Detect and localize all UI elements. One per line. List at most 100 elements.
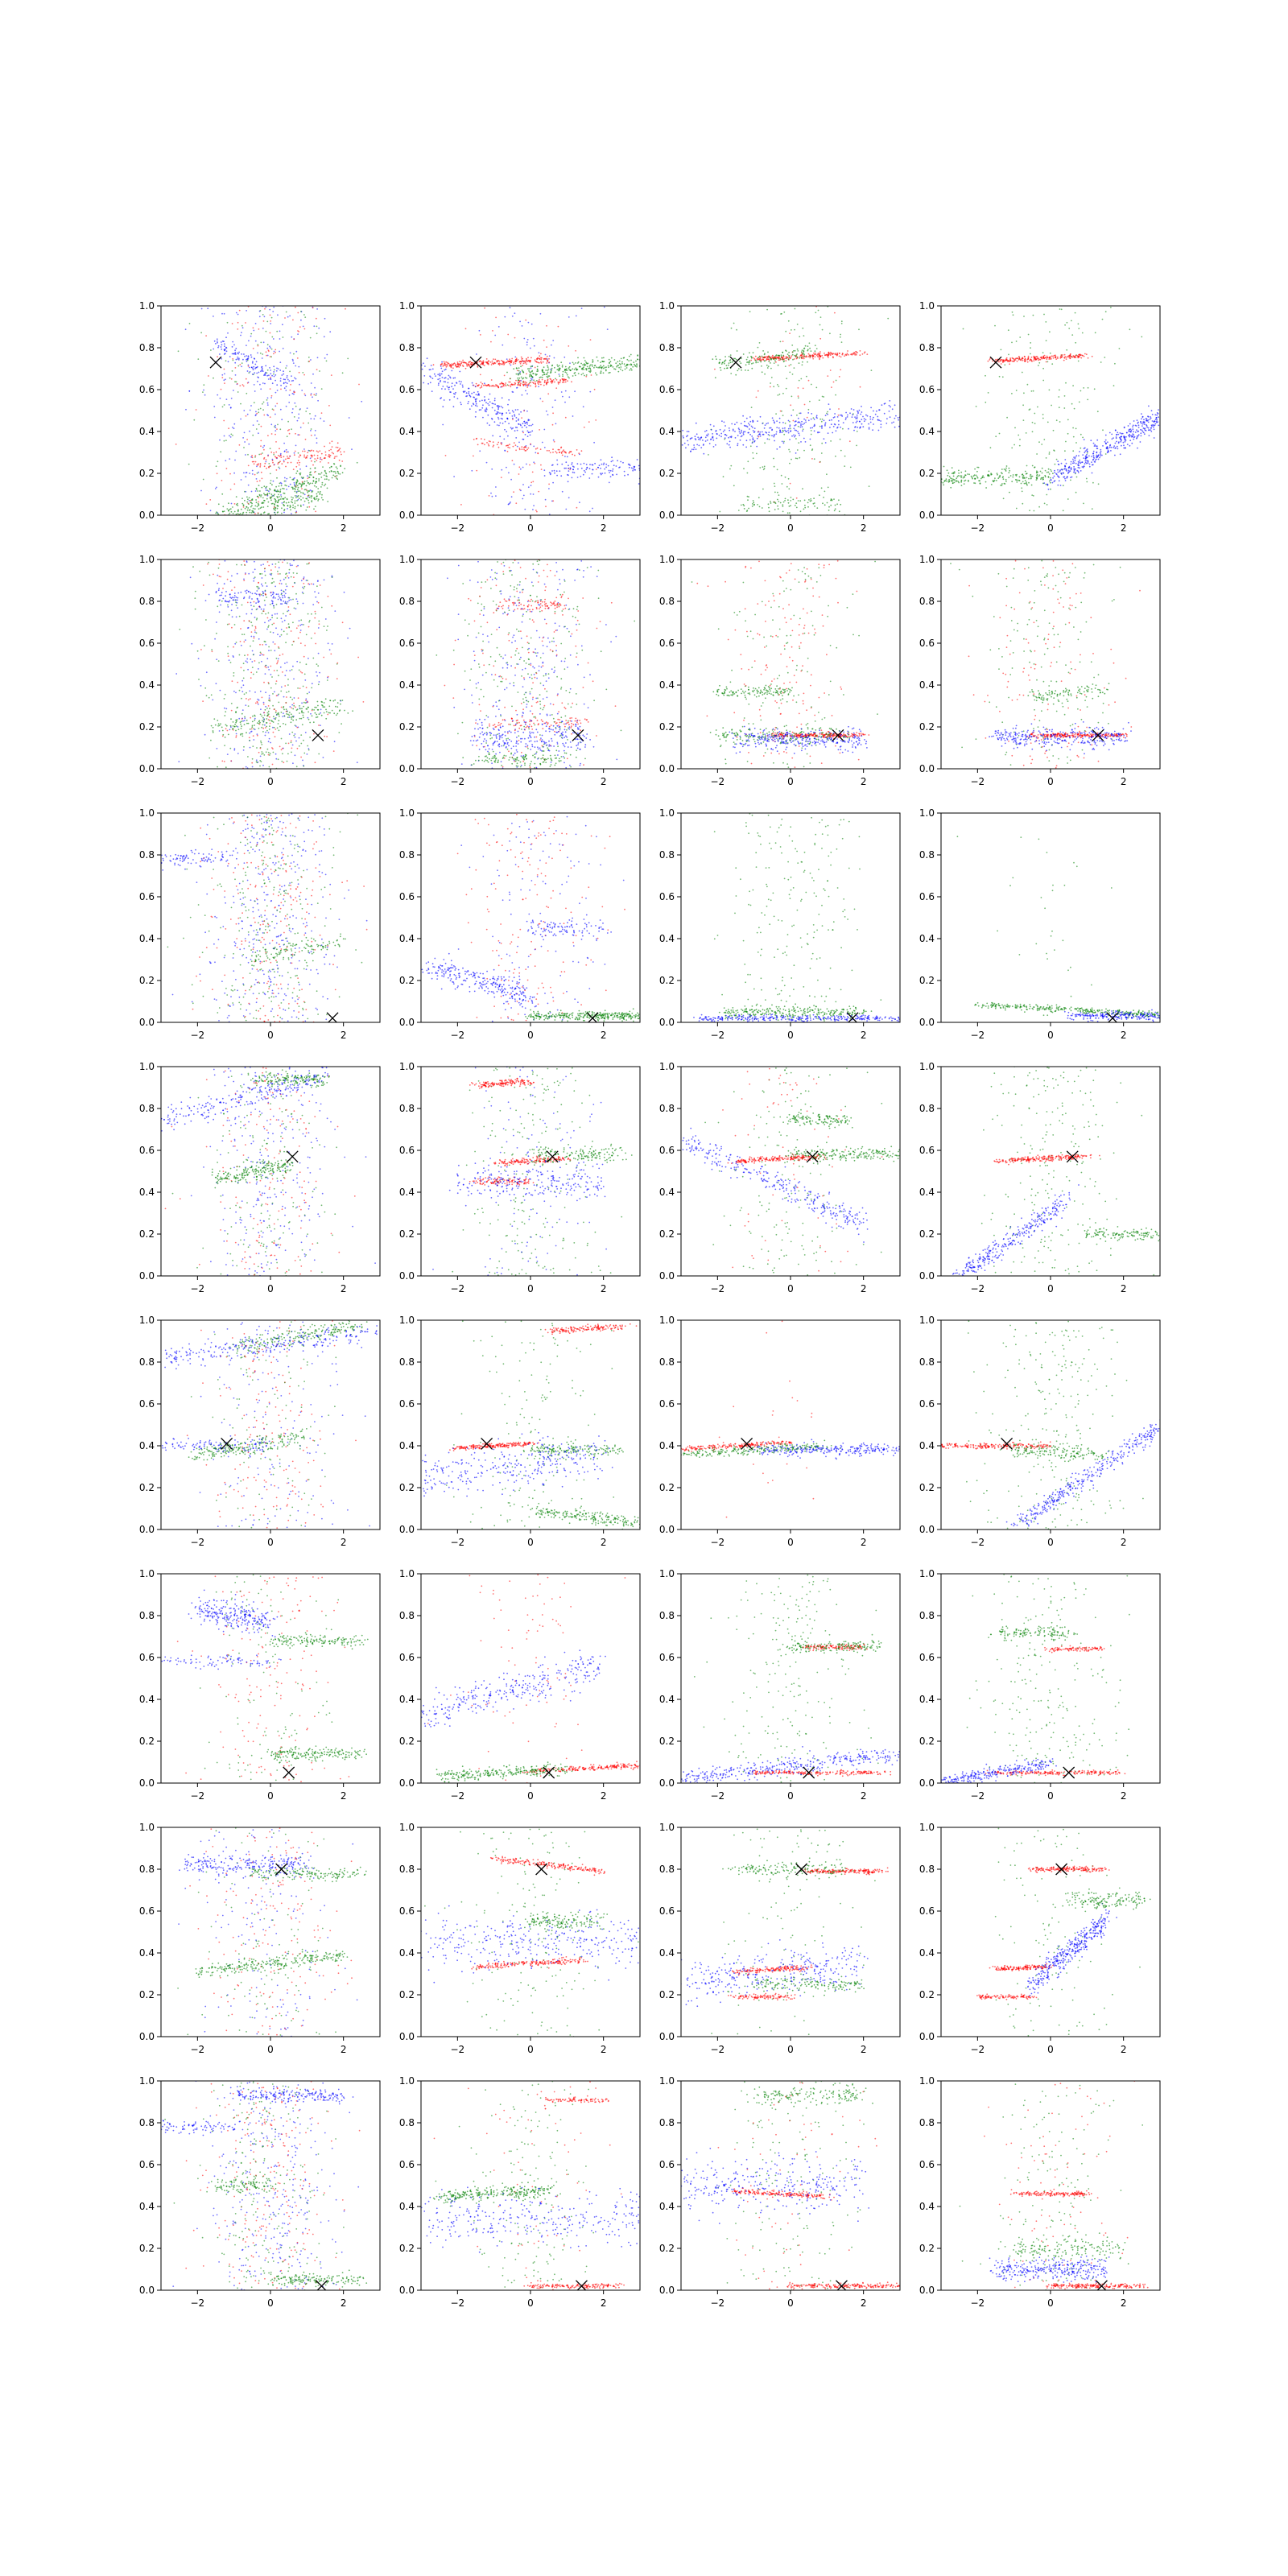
scatter-point: [678, 438, 679, 440]
scatter-point: [870, 407, 872, 409]
scatter-point: [1082, 354, 1084, 357]
scatter-point: [630, 363, 632, 365]
scatter-point: [691, 437, 693, 439]
scatter-point: [480, 409, 482, 411]
scatter-point: [216, 511, 217, 513]
y-tick-label: 1.0: [919, 300, 935, 312]
scatter-point: [518, 374, 519, 376]
scatter-point: [1137, 447, 1138, 449]
scatter-point: [1125, 436, 1127, 438]
scatter-point: [521, 448, 523, 450]
scatter-point: [832, 353, 835, 355]
scatter-point: [291, 336, 293, 338]
scatter-point: [519, 384, 521, 386]
scatter-point: [306, 455, 308, 457]
scatter-point: [299, 434, 300, 436]
scatter-point: [523, 337, 526, 340]
scatter-point: [460, 402, 461, 403]
scatter-point: [622, 357, 625, 359]
scatter-point: [270, 348, 273, 350]
scatter-point: [493, 398, 496, 399]
scatter-point: [560, 447, 562, 449]
scatter-point: [819, 494, 820, 497]
scatter-point: [770, 377, 773, 378]
scatter-point: [590, 374, 592, 376]
scatter-point: [1020, 482, 1022, 485]
scatter-point: [490, 364, 493, 365]
scatter-point: [576, 463, 579, 465]
scatter-point: [831, 386, 832, 388]
scatter-point: [245, 766, 247, 768]
scatter-point: [431, 390, 433, 392]
scatter-point: [1022, 474, 1025, 477]
scatter-point: [240, 402, 242, 405]
scatter-point: [584, 360, 586, 361]
scatter-point: [268, 650, 270, 652]
scatter-point: [509, 358, 510, 361]
scatter-point: [788, 356, 791, 358]
scatter-point: [294, 450, 296, 452]
scatter-point: [604, 366, 606, 369]
scatter-point: [539, 398, 542, 400]
scatter-point: [261, 369, 263, 371]
scatter-point: [755, 396, 758, 398]
scatter-point: [1049, 352, 1051, 354]
scatter-point: [591, 364, 593, 366]
scatter-point: [819, 358, 820, 361]
scatter-point: [943, 480, 946, 482]
scatter-point: [300, 477, 303, 478]
scatter-point: [240, 508, 242, 510]
scatter-point: [484, 384, 486, 386]
scatter-point: [541, 378, 543, 381]
scatter-point: [233, 423, 236, 425]
scatter-point: [1140, 432, 1142, 435]
scatter-point: [550, 381, 551, 383]
scatter-point: [799, 500, 802, 502]
scatter-point: [442, 386, 444, 387]
scatter-point: [500, 417, 502, 419]
scatter-point: [289, 563, 291, 565]
scatter-point: [551, 464, 553, 466]
scatter-point: [1148, 435, 1150, 436]
scatter-point: [514, 427, 517, 428]
scatter-point: [329, 454, 332, 456]
scatter-point: [1150, 410, 1153, 412]
scatter-point: [310, 495, 312, 497]
scatter-point: [1040, 357, 1042, 359]
scatter-point: [225, 350, 228, 353]
scatter-point: [471, 382, 473, 384]
scatter-point: [516, 386, 518, 389]
scatter-point: [285, 386, 287, 388]
scatter-point: [824, 490, 826, 493]
scatter-point: [775, 413, 777, 415]
scatter-point: [530, 385, 531, 387]
scatter-point: [557, 365, 559, 368]
scatter-point: [238, 309, 241, 312]
scatter-point: [1026, 383, 1029, 386]
scatter-point: [792, 498, 795, 501]
scatter-point: [839, 438, 841, 440]
scatter-point: [1075, 442, 1077, 444]
scatter-point: [752, 421, 754, 423]
scatter-point: [253, 384, 255, 386]
scatter-point: [529, 434, 531, 436]
scatter-point: [531, 423, 534, 426]
scatter-point: [291, 380, 293, 382]
scatter-point: [762, 358, 764, 361]
scatter-point: [283, 387, 286, 390]
scatter-point: [321, 493, 323, 496]
scatter-point: [589, 367, 592, 369]
scatter-point: [1150, 431, 1153, 432]
scatter-point: [224, 382, 225, 384]
scatter-point: [602, 357, 605, 359]
scatter-point: [729, 361, 732, 364]
scatter-point: [716, 437, 718, 440]
scatter-point: [791, 329, 792, 331]
scatter-point: [494, 362, 497, 365]
scatter-point: [565, 467, 567, 469]
scatter-point: [745, 369, 746, 371]
scatter-point: [809, 400, 811, 402]
scatter-point: [485, 408, 488, 411]
scatter-point: [1092, 458, 1095, 460]
scatter-point: [788, 448, 790, 451]
